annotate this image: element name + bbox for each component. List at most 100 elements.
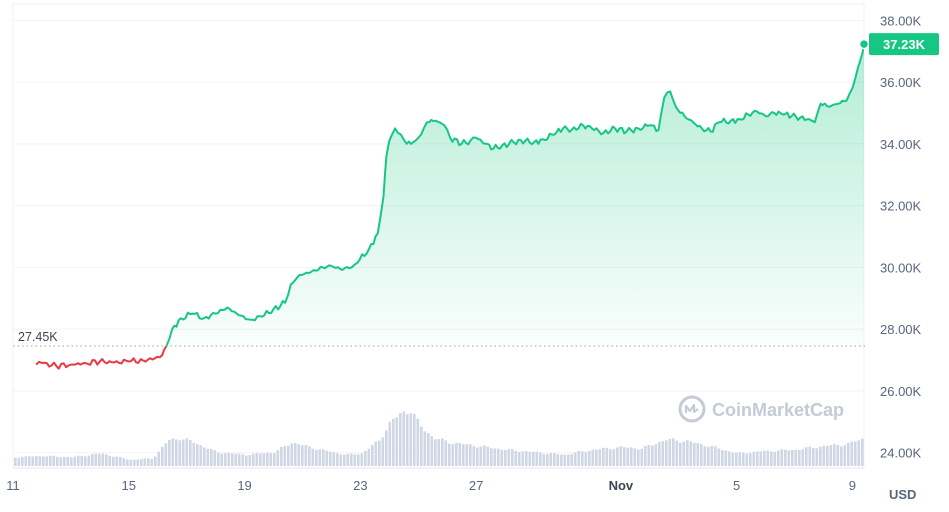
volume-bar xyxy=(91,454,94,466)
volume-bar xyxy=(441,438,444,466)
volume-bar xyxy=(119,456,122,466)
volume-bar xyxy=(409,413,413,466)
volume-bar xyxy=(175,439,178,466)
volume-bar xyxy=(651,445,654,466)
volume-bar xyxy=(399,413,402,466)
volume-bar xyxy=(826,445,829,466)
volume-bar xyxy=(815,448,819,466)
volume-bar xyxy=(94,453,98,466)
volume-bar xyxy=(721,450,724,466)
volume-bar xyxy=(266,452,269,466)
volume-bar xyxy=(14,457,17,466)
volume-bar xyxy=(577,451,581,466)
volume-bar xyxy=(49,455,52,466)
volume-bar xyxy=(353,454,357,466)
volume-bar xyxy=(549,452,553,466)
volume-bar xyxy=(784,449,787,466)
volume-bar xyxy=(539,452,542,466)
volume-bar xyxy=(73,456,77,466)
volume-bar xyxy=(311,448,315,466)
volume-bar xyxy=(560,454,563,466)
volume-bar xyxy=(178,440,182,466)
volume-bar xyxy=(759,451,763,466)
volume-bar xyxy=(416,418,420,466)
volume-bar xyxy=(444,440,448,466)
volume-bar xyxy=(717,448,721,466)
volume-bar xyxy=(693,442,696,466)
volume-bar xyxy=(777,450,780,466)
volume-bar xyxy=(689,441,693,466)
volume-bar xyxy=(584,451,588,466)
volume-bar xyxy=(665,440,668,466)
volume-bar xyxy=(371,445,374,466)
volume-bar xyxy=(283,445,287,466)
volume-bar xyxy=(238,453,241,466)
volume-bar xyxy=(780,449,784,466)
volume-bar xyxy=(528,451,532,466)
volume-bar xyxy=(546,453,549,466)
volume-bar xyxy=(24,456,28,466)
volume-bar xyxy=(231,453,234,466)
volume-bar xyxy=(472,446,476,466)
last-price-badge: 37.23K xyxy=(869,33,939,56)
volume-bar xyxy=(696,442,700,466)
volume-bar xyxy=(56,456,59,466)
volume-bar xyxy=(420,426,423,466)
volume-bar xyxy=(766,450,770,466)
volume-bar xyxy=(280,446,283,466)
volume-bar xyxy=(42,456,45,466)
volume-bar xyxy=(199,445,203,466)
volume-bar xyxy=(259,453,262,466)
volume-bar xyxy=(189,440,192,466)
volume-bar xyxy=(126,459,129,466)
volume-bar xyxy=(115,456,119,466)
volume-bar xyxy=(448,443,451,466)
volume-bar xyxy=(413,414,416,466)
volume-bar xyxy=(829,445,833,466)
volume-bar xyxy=(637,449,640,466)
volume-bar xyxy=(304,445,308,466)
volume-bar xyxy=(742,452,745,466)
volume-bar xyxy=(388,421,392,466)
y-tick-label: 26.00K xyxy=(880,384,922,399)
last-price-badge-bg xyxy=(869,33,939,56)
y-tick-label: 28.00K xyxy=(880,322,922,337)
price-line xyxy=(35,38,870,370)
volume-bar xyxy=(80,455,84,466)
volume-bar xyxy=(203,447,206,466)
volume-bar xyxy=(101,453,105,466)
volume-bar xyxy=(808,446,812,466)
volume-bar xyxy=(553,453,556,466)
volume-bar xyxy=(605,447,609,466)
volume-bar xyxy=(738,452,742,466)
volume-bar xyxy=(490,448,493,466)
volume-bar xyxy=(735,452,738,466)
volume-bar xyxy=(196,444,199,466)
volume-bar xyxy=(122,458,126,466)
volume-bar xyxy=(658,442,661,466)
currency-unit-label: USD xyxy=(889,487,916,502)
price-area xyxy=(166,44,864,347)
volume-bar xyxy=(143,458,147,466)
volume-bar xyxy=(574,452,577,466)
x-tick-label: Nov xyxy=(609,478,634,493)
volume-bar xyxy=(38,456,42,466)
volume-bar xyxy=(374,441,378,466)
volume-bar xyxy=(161,446,164,466)
x-tick-label: 9 xyxy=(849,478,856,493)
volume-bar xyxy=(360,453,364,466)
volume-bar xyxy=(700,444,703,466)
volume-bar xyxy=(511,449,514,466)
y-tick-label: 34.00K xyxy=(880,137,922,152)
volume-bar xyxy=(350,453,353,466)
volume-bar xyxy=(17,457,21,466)
volume-bar xyxy=(483,445,486,466)
volume-bar xyxy=(521,451,525,466)
volume-bar xyxy=(273,453,276,466)
volume-bar xyxy=(423,431,427,466)
volume-bar xyxy=(336,453,339,466)
x-tick-label: 11 xyxy=(6,478,20,493)
y-tick-label: 36.00K xyxy=(880,75,922,90)
volume-bar xyxy=(248,455,252,466)
volume-bar xyxy=(563,454,567,466)
